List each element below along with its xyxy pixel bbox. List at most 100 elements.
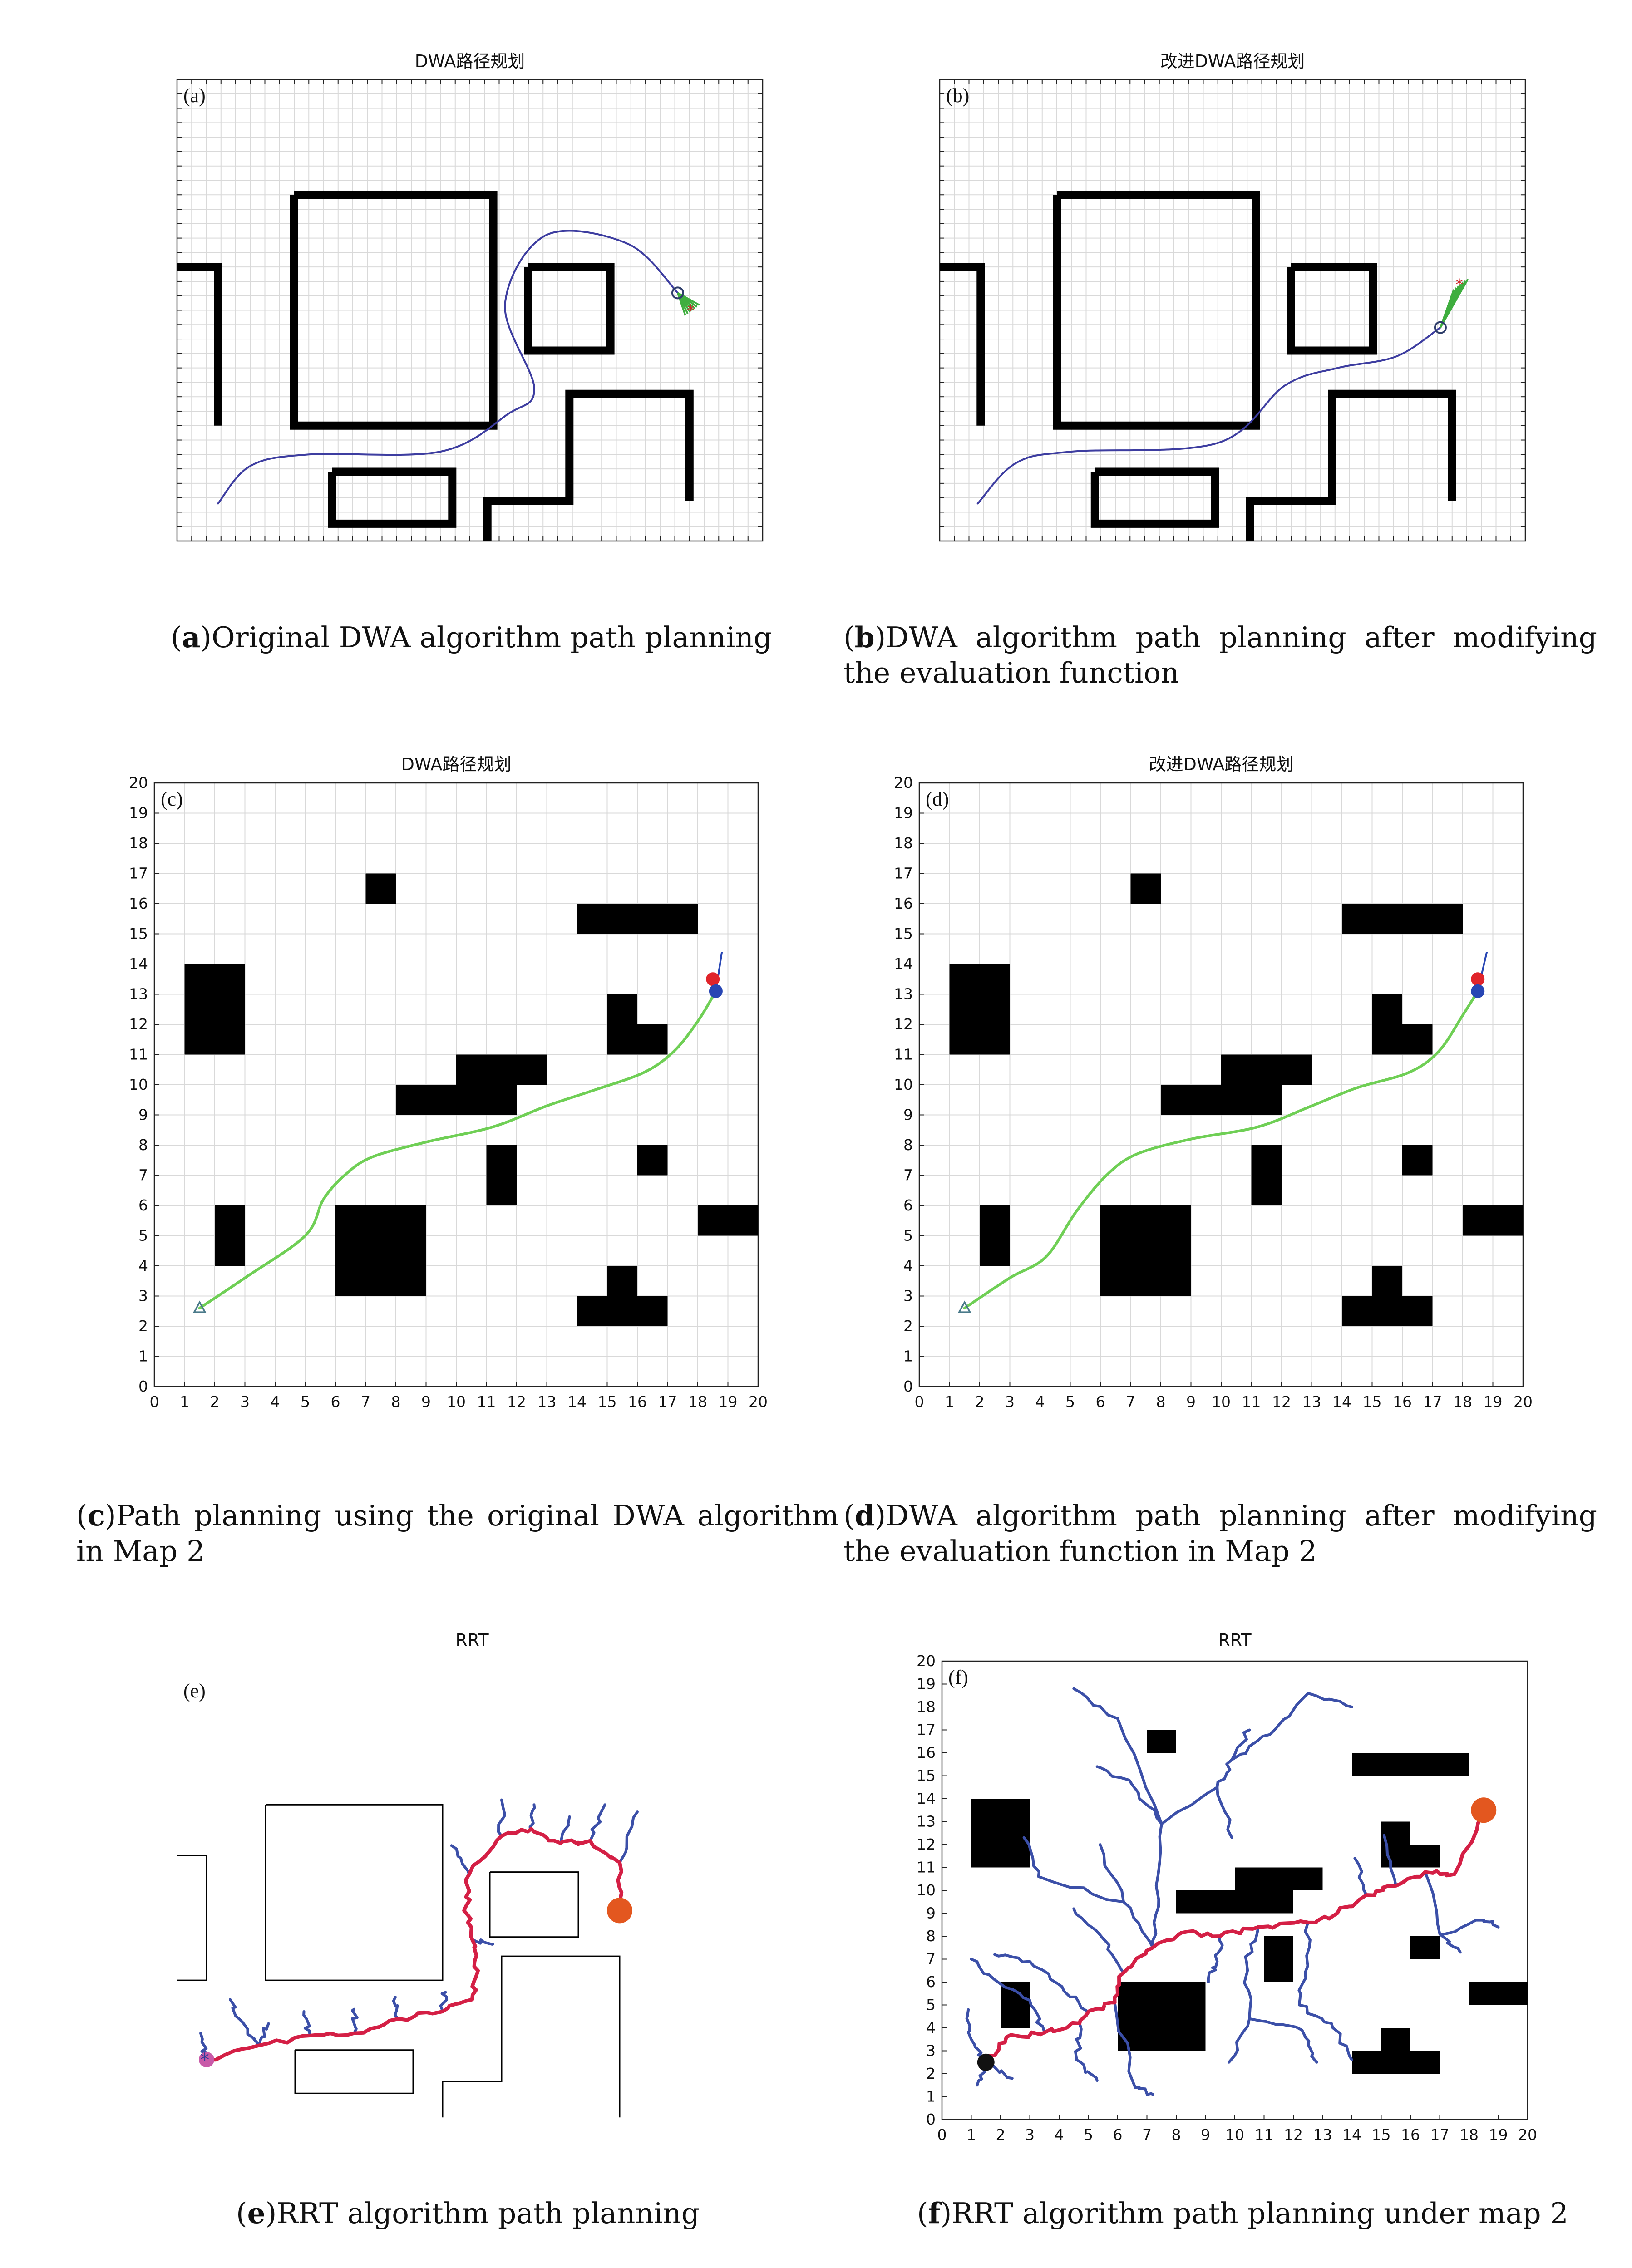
start-marker — [957, 1300, 971, 1313]
obstacles — [184, 873, 758, 1326]
y-tick-label: 19 — [917, 1675, 936, 1693]
robot-marker — [1434, 321, 1447, 334]
x-tick-label: 7 — [1126, 1393, 1135, 1411]
y-tick-label: 13 — [894, 985, 913, 1003]
x-tick-label: 4 — [271, 1393, 280, 1411]
obstacle-wall — [1053, 191, 1260, 430]
y-tick-label: 19 — [894, 804, 913, 822]
x-tick-label: 2 — [210, 1393, 220, 1411]
start-marker — [199, 2052, 214, 2067]
caption-d: (d)DWA algorithm path planning after mod… — [843, 1499, 1597, 1568]
obstacle-wall — [483, 389, 694, 541]
obstacle-block — [1463, 1205, 1523, 1236]
y-tick-label: 10 — [894, 1076, 913, 1093]
goal-marker — [1471, 972, 1485, 986]
obstacle-block — [396, 1085, 517, 1115]
x-tick-label: 3 — [1025, 2126, 1035, 2144]
x-tick-label: 18 — [688, 1393, 707, 1411]
x-tick-label: 17 — [1430, 2126, 1450, 2144]
caption-e: (e)RRT algorithm path planning — [236, 2196, 700, 2230]
planned-path — [217, 230, 679, 505]
tree-branch — [1382, 1834, 1397, 1887]
obstacle-block — [1221, 1054, 1312, 1085]
x-tick-label: 9 — [1186, 1393, 1196, 1411]
plot-title: 改进DWA路径规划 — [1149, 754, 1294, 774]
trajectory-line — [677, 292, 700, 306]
trajectory-fan — [1440, 278, 1469, 328]
panel-label: (b) — [946, 84, 969, 107]
planned-path — [198, 989, 717, 1310]
tree-branch — [229, 1998, 261, 2047]
goal-star: * — [687, 302, 695, 320]
panel-label: (d) — [926, 788, 949, 810]
obstacle-block — [456, 1054, 547, 1085]
x-tick-label: 19 — [719, 1393, 738, 1411]
tree-branch — [351, 2007, 359, 2035]
y-tick-label: 14 — [129, 955, 148, 973]
obstacle-block — [607, 1024, 668, 1055]
rrt-tree — [199, 1798, 639, 2061]
obstacle-block — [577, 904, 698, 934]
x-tick-label: 9 — [421, 1393, 431, 1411]
y-tick-label: 10 — [129, 1076, 148, 1093]
y-tick-label: 12 — [129, 1015, 148, 1033]
caption-a: (a)Original DWA algorithm path planning — [171, 620, 772, 654]
obstacle-block — [1251, 1145, 1282, 1205]
obstacle-block — [949, 964, 1010, 1055]
obstacle-block — [577, 1296, 668, 1326]
y-tick-label: 6 — [903, 1196, 913, 1214]
obstacle-block — [1342, 904, 1463, 934]
y-tick-label: 3 — [926, 2042, 936, 2060]
y-tick-label: 13 — [129, 985, 148, 1003]
obstacle-block — [1235, 1867, 1323, 1890]
y-tick-label: 20 — [917, 1652, 936, 1670]
x-tick-label: 7 — [1142, 2126, 1152, 2144]
y-tick-label: 12 — [917, 1835, 936, 1853]
obstacle-block — [1100, 1205, 1191, 1296]
tree-branch — [1248, 2017, 1318, 2064]
obstacle-wall — [177, 1855, 207, 1981]
obstacles — [949, 873, 1523, 1326]
minor-ticks — [939, 79, 1526, 541]
x-tick-label: 19 — [1484, 1393, 1503, 1411]
minor-ticks — [177, 79, 763, 541]
obstacle-block — [486, 1145, 517, 1205]
rrt-tree — [965, 1687, 1500, 2096]
obstacle-wall — [328, 467, 457, 528]
plot-title: 改进DWA路径规划 — [1160, 51, 1305, 71]
robot-marker — [671, 286, 684, 300]
y-tick-label: 8 — [926, 1927, 936, 1945]
goal-marker — [607, 1898, 632, 1924]
x-tick-label: 3 — [240, 1393, 250, 1411]
obstacle-wall — [524, 263, 615, 355]
robot-marker — [709, 984, 723, 998]
x-tick-label: 16 — [628, 1393, 647, 1411]
x-tick-label: 4 — [1035, 1393, 1045, 1411]
obstacle-block — [1161, 1085, 1282, 1115]
x-tick-label: 13 — [1302, 1393, 1321, 1411]
x-tick-label: 7 — [361, 1393, 370, 1411]
x-tick-label: 16 — [1393, 1393, 1412, 1411]
start-star: * — [200, 2050, 209, 2071]
y-tick-label: 11 — [917, 1859, 936, 1876]
obstacle-block — [971, 1799, 1030, 1868]
x-tick-label: 2 — [975, 1393, 985, 1411]
tree-branch — [439, 1991, 449, 2013]
tree-branch — [1072, 1687, 1163, 1825]
x-tick-label: 6 — [1096, 1393, 1105, 1411]
x-tick-label: 11 — [1255, 2126, 1274, 2144]
x-tick-label: 6 — [1113, 2126, 1123, 2144]
plot-title: DWA路径规划 — [415, 51, 525, 71]
x-tick-label: 20 — [1514, 1393, 1533, 1411]
x-tick-label: 11 — [1242, 1393, 1261, 1411]
obstacle-block — [184, 964, 245, 1055]
x-tick-label: 13 — [1313, 2126, 1332, 2144]
y-tick-label: 16 — [917, 1744, 936, 1761]
x-tick-label: 9 — [1201, 2126, 1210, 2144]
tree-branch — [1297, 1921, 1353, 2061]
tree-branch — [497, 1798, 506, 1838]
tree-branch — [993, 1953, 1090, 2013]
x-tick-label: 1 — [945, 1393, 954, 1411]
obstacle-block — [1372, 1266, 1402, 1296]
y-tick-label: 8 — [903, 1136, 913, 1154]
